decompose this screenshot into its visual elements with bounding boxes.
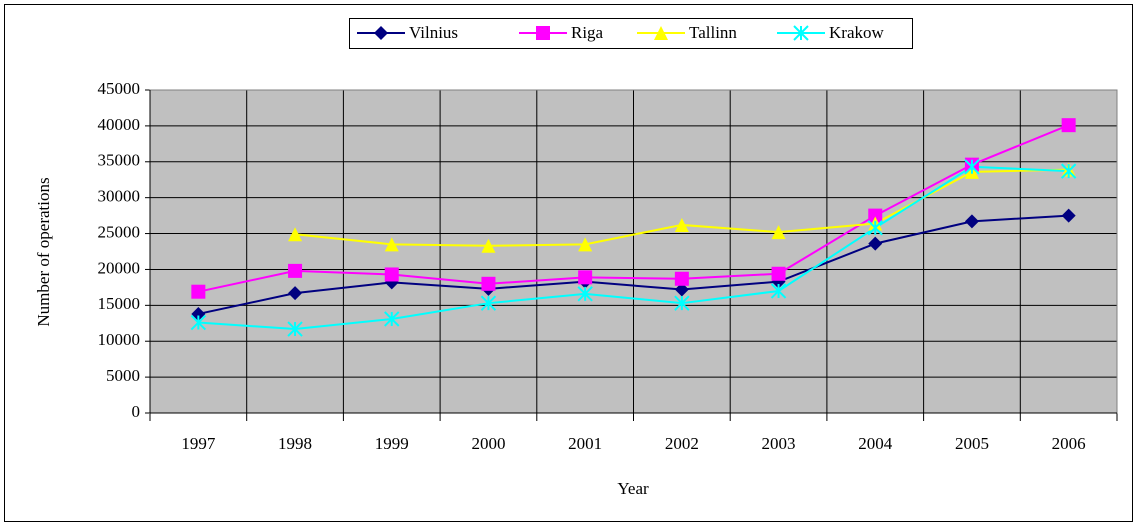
marker [384, 311, 400, 327]
marker [964, 214, 979, 229]
marker [384, 267, 399, 282]
y-tick-label: 25000 [98, 222, 141, 241]
x-tick-label: 2004 [858, 434, 893, 453]
marker [578, 270, 593, 285]
marker [384, 237, 399, 252]
marker [190, 314, 207, 331]
x-tick-label: 1999 [375, 434, 409, 453]
marker [867, 220, 883, 236]
marker [191, 306, 206, 321]
marker [674, 217, 689, 232]
marker [868, 236, 883, 251]
marker [1060, 163, 1077, 179]
marker [481, 238, 496, 253]
marker [1061, 208, 1076, 223]
y-tick-label: 5000 [106, 366, 140, 385]
marker [481, 276, 496, 291]
marker [868, 208, 883, 223]
legend-label: Tallinn [689, 23, 737, 42]
x-tick-label: 1997 [181, 434, 216, 453]
marker [578, 237, 593, 252]
marker [771, 225, 786, 240]
y-tick-label: 45000 [98, 79, 141, 98]
y-tick-label: 35000 [98, 151, 141, 170]
marker [191, 284, 206, 299]
legend-label: Vilnius [409, 23, 458, 42]
marker [480, 295, 497, 311]
x-tick-label: 2000 [471, 434, 505, 453]
marker [536, 26, 550, 40]
marker [288, 227, 303, 242]
y-tick-label: 30000 [98, 187, 141, 206]
marker [577, 286, 593, 302]
marker [287, 321, 303, 337]
legend: Vilnius Riga Tallinn Krakow [349, 18, 913, 49]
y-tick-label: 0 [132, 402, 141, 421]
y-axis-label: Number of operations [34, 177, 53, 326]
x-axis-label: Year [617, 479, 649, 498]
y-tick-label: 15000 [98, 294, 141, 313]
y-tick-label: 40000 [98, 115, 141, 134]
marker [288, 263, 303, 278]
x-tick-label: 1998 [278, 434, 312, 453]
marker [674, 295, 690, 311]
series-line [198, 124, 1070, 293]
x-tick-label: 2002 [665, 434, 699, 453]
x-tick-label: 2001 [568, 434, 602, 453]
legend-label: Krakow [829, 23, 884, 42]
marker [674, 271, 689, 286]
marker [770, 283, 787, 299]
marker [771, 266, 786, 281]
x-tick-label: 2005 [955, 434, 989, 453]
y-tick-label: 20000 [98, 258, 141, 277]
x-tick-label: 2003 [762, 434, 796, 453]
marker [374, 26, 388, 40]
y-tick-label: 10000 [98, 330, 141, 349]
legend-label: Riga [571, 23, 604, 42]
marker [1061, 118, 1076, 133]
marker [964, 159, 980, 175]
series-line [198, 165, 1069, 331]
marker [674, 282, 689, 297]
marker [654, 26, 668, 40]
x-tick-label: 2006 [1052, 434, 1086, 453]
series-line [198, 214, 1069, 315]
marker [288, 286, 303, 301]
marker [793, 25, 809, 41]
